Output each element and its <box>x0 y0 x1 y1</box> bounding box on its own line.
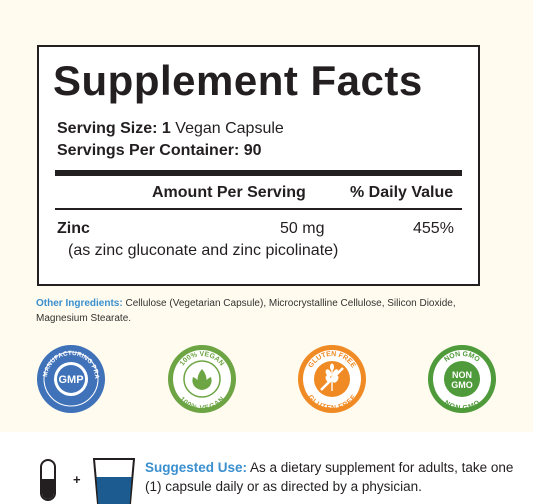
facts-title: Supplement Facts <box>53 57 423 104</box>
suggested-use: Suggested Use: As a dietary supplement f… <box>145 458 515 496</box>
gmp-badge-graphic: GMP GOOD MANUFACTURING PRACTICE <box>36 344 105 413</box>
suggested-use-band <box>0 432 533 504</box>
non-gmo-badge: NON GMO NON GMO NON GMO <box>427 344 497 414</box>
other-ingredients-label: Other Ingredients: <box>36 298 123 309</box>
vegan-badge: 100% VEGAN 100% VEGAN <box>167 344 237 414</box>
non-gmo-center-top: NON <box>452 370 472 380</box>
gluten-free-badge-graphic: GLUTEN FREE GLUTEN FREE <box>298 345 366 413</box>
capsule-icon <box>40 459 56 501</box>
non-gmo-badge-graphic: NON GMO NON GMO NON GMO <box>428 345 496 413</box>
suggested-use-icons <box>40 458 136 504</box>
suggested-use-text: As a dietary supplement for adults, take… <box>145 460 514 494</box>
other-ingredients-text: Cellulose (Vegetarian Capsule), Microcry… <box>36 298 456 324</box>
gmp-center-text: GMP <box>58 374 83 386</box>
nutrient-amount: 50 mg <box>280 220 325 237</box>
glass-of-water-icon <box>92 458 136 504</box>
nutrient-daily-value: 455% <box>413 220 454 237</box>
thin-divider <box>55 208 462 210</box>
daily-value-header: % Daily Value <box>350 184 454 201</box>
servings-per-container: Servings Per Container: 90 <box>57 142 262 159</box>
gmp-badge: GMP GOOD MANUFACTURING PRACTICE <box>36 344 106 414</box>
non-gmo-center-bottom: GMO <box>451 380 473 390</box>
leaf-icon <box>192 369 212 390</box>
supplement-facts-panel: Supplement Facts Serving Size: 1 Vegan C… <box>37 45 480 286</box>
amount-per-serving-header: Amount Per Serving <box>152 184 306 201</box>
plus-sign: + <box>73 472 81 487</box>
serving-size-value: Vegan Capsule <box>170 120 284 137</box>
nutrient-source: (as zinc gluconate and zinc picolinate) <box>68 242 339 259</box>
serving-size: Serving Size: 1 Vegan Capsule <box>57 120 284 138</box>
vegan-badge-graphic: 100% VEGAN 100% VEGAN <box>168 345 236 413</box>
serving-size-label: Serving Size: 1 <box>57 120 171 137</box>
other-ingredients: Other Ingredients: Cellulose (Vegetarian… <box>36 296 506 326</box>
gluten-free-badge: GLUTEN FREE GLUTEN FREE <box>297 344 367 414</box>
suggested-use-label: Suggested Use: <box>145 460 248 475</box>
thick-divider <box>55 170 462 176</box>
nutrient-name: Zinc <box>57 220 90 237</box>
